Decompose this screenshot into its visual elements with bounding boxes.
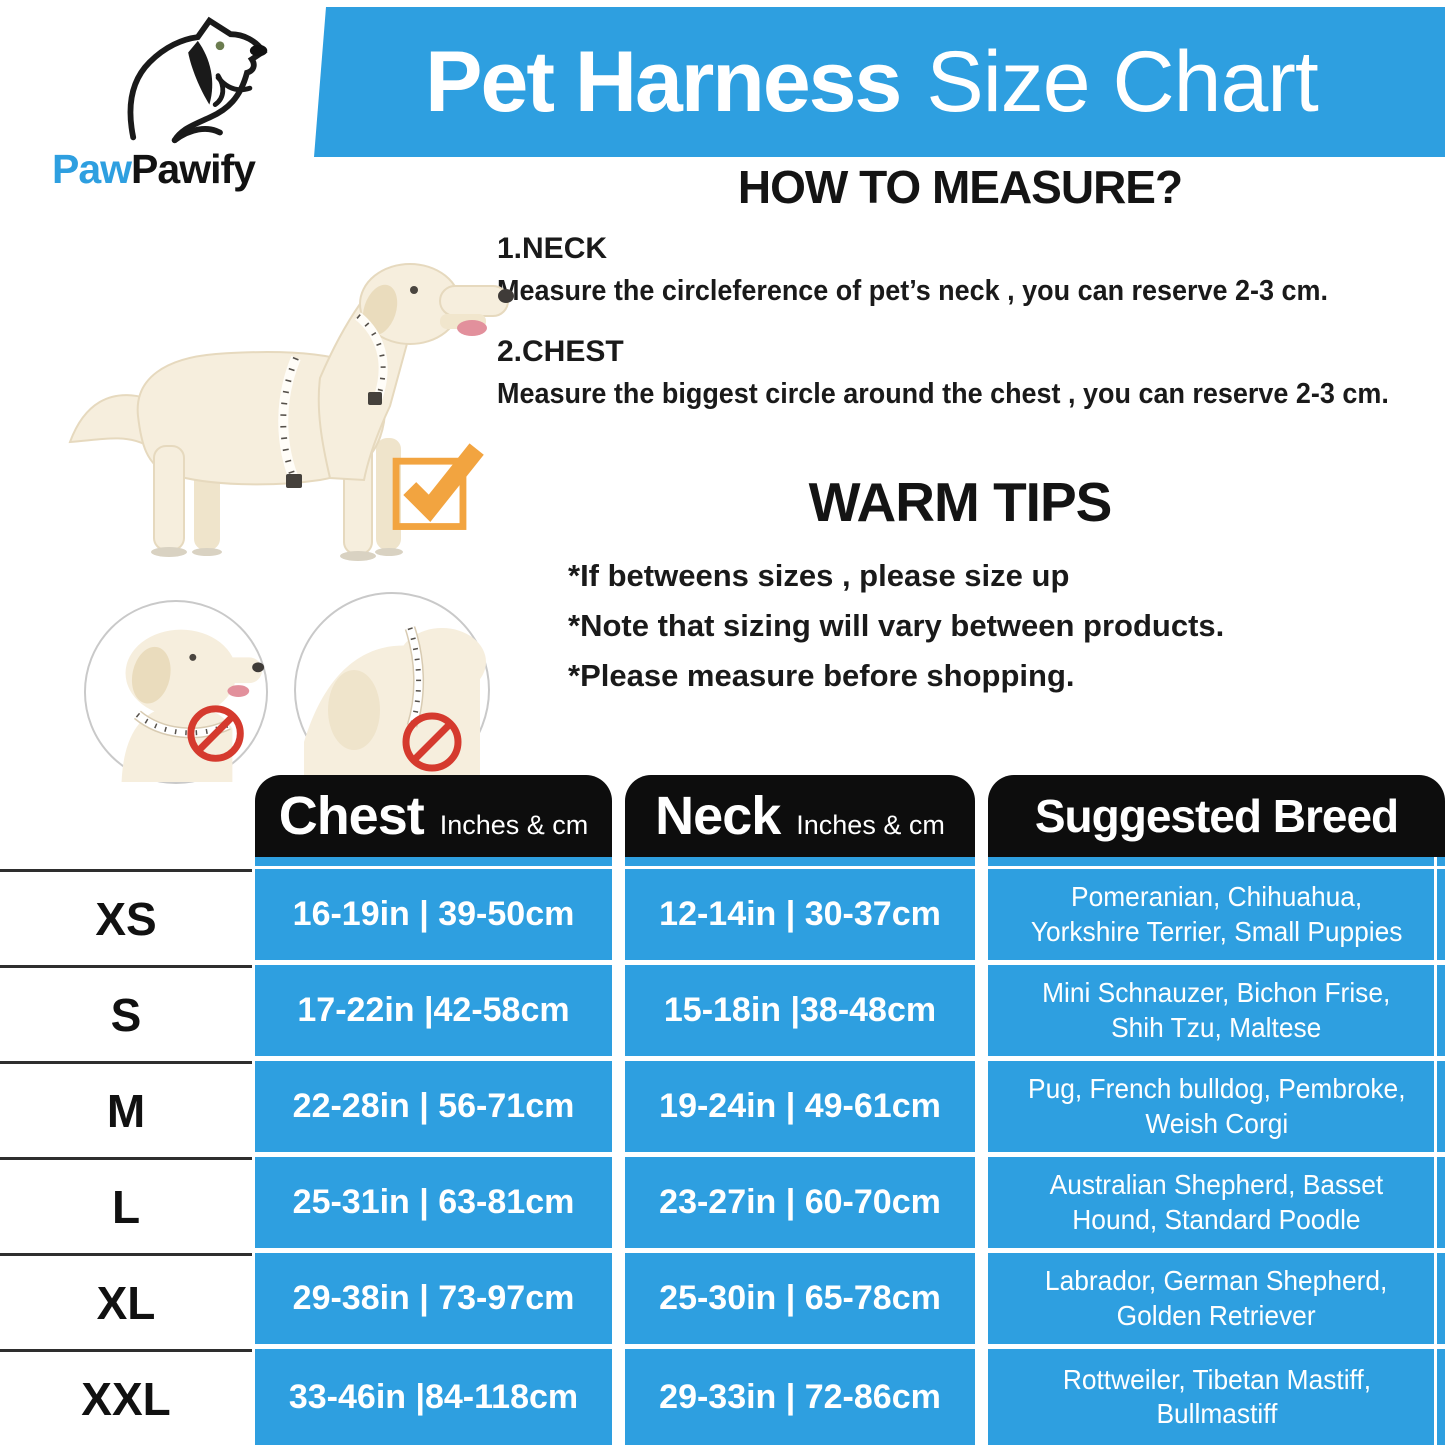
neck-column-header: Neck Inches & cm <box>625 775 975 857</box>
checkmark-icon <box>392 443 484 530</box>
wrong-neck-measure-photo <box>83 599 269 785</box>
size-label: L <box>0 1157 252 1253</box>
size-label: XXL <box>0 1349 252 1445</box>
harness-tape-neck <box>355 312 388 405</box>
chest-column-header: Chest Inches & cm <box>255 775 612 857</box>
brand-name-paw: Paw <box>52 146 132 192</box>
step-chest-text: Measure the biggest circle around the ch… <box>497 378 1389 410</box>
step-neck-text: Measure the circleference of pet’s neck … <box>497 275 1328 307</box>
wrong-chest-measure-photo <box>294 592 490 788</box>
brand-name-pawify: Pawify <box>131 146 256 192</box>
breed-column-header: Suggested Breed <box>988 775 1445 857</box>
size-label-column: XS S M L XL XXL <box>0 869 252 1445</box>
table-cell-breed: Pomeranian, Chihuahua, Yorkshire Terrier… <box>1030 881 1403 947</box>
step-neck-label: 1.NECK <box>497 232 608 265</box>
table-cell-breed: Labrador, German Shepherd, Golden Retrie… <box>1045 1265 1388 1331</box>
chest-column: Chest Inches & cm 16-19in | 39-50cm 17-2… <box>255 775 612 1445</box>
chest-header-title: Chest <box>278 786 425 846</box>
no-symbol-icon <box>187 705 244 762</box>
table-cell-breed: Australian Shepherd, Basset Hound, Stand… <box>1049 1169 1384 1235</box>
breed-header-title: Suggested Breed <box>1034 790 1399 842</box>
size-label: XL <box>0 1253 252 1349</box>
brand-name: PawPawify <box>52 146 256 193</box>
breed-column: Suggested Breed Pomeranian, Chihuahua, Y… <box>988 775 1445 1445</box>
warm-tip-item: *Note that sizing will vary between prod… <box>568 608 1225 643</box>
table-cell-neck: 12-14in | 30-37cm <box>659 895 941 933</box>
table-cell-breed: Rottweiler, Tibetan Mastiff, Bullmastiff <box>1062 1363 1371 1429</box>
table-cell-neck: 29-33in | 72-86cm <box>659 1377 941 1416</box>
table-cell-chest: 17-22in |42-58cm <box>297 991 570 1029</box>
page-title-bold: Pet Harness <box>425 33 902 130</box>
neck-header-title: Neck <box>655 786 781 846</box>
table-cell-neck: 19-24in | 49-61cm <box>659 1087 941 1125</box>
table-cell-chest: 29-38in | 73-97cm <box>292 1279 575 1317</box>
table-cell-chest: 16-19in | 39-50cm <box>292 895 575 933</box>
warm-tip-item: *If betweens sizes , please size up <box>568 558 1070 593</box>
harness-tape-chest <box>278 356 302 488</box>
title-banner: Pet Harness Size Chart <box>314 7 1445 157</box>
neck-header-unit: Inches & cm <box>796 810 945 840</box>
table-cell-breed: Mini Schnauzer, Bichon Frise, Shih Tzu, … <box>1042 977 1391 1043</box>
dog-head-logo-icon <box>127 16 268 144</box>
dog-with-harness-photo <box>68 263 514 561</box>
measure-steps: 1.NECK Measure the circleference of pet’… <box>497 232 1445 438</box>
page-title-light: Size Chart <box>926 33 1318 130</box>
warm-tips-title: WARM TIPS <box>808 471 1113 533</box>
warm-tip-item: *Please measure before shopping. <box>568 658 1075 693</box>
table-cell-chest: 22-28in | 56-71cm <box>292 1087 575 1125</box>
table-cell-neck: 23-27in | 60-70cm <box>659 1183 941 1221</box>
size-label: XS <box>0 869 252 965</box>
table-cell-neck: 25-30in | 65-78cm <box>659 1279 941 1317</box>
neck-column: Neck Inches & cm 12-14in | 30-37cm 15-18… <box>625 775 975 1445</box>
how-to-measure-title: HOW TO MEASURE? <box>737 161 1183 213</box>
table-cell-chest: 25-31in | 63-81cm <box>292 1183 575 1221</box>
table-cell-chest: 33-46in |84-118cm <box>288 1377 579 1416</box>
size-label: M <box>0 1061 252 1157</box>
step-chest-label: 2.CHEST <box>497 335 624 368</box>
size-label: S <box>0 965 252 1061</box>
warm-tips-list: *If betweens sizes , please size up *Not… <box>568 558 1445 708</box>
chest-header-unit: Inches & cm <box>439 810 589 840</box>
table-cell-neck: 15-18in |38-48cm <box>663 991 937 1029</box>
table-cell-breed: Pug, French bulldog, Pembroke, Weish Cor… <box>1027 1073 1406 1139</box>
no-symbol-icon <box>402 712 462 772</box>
